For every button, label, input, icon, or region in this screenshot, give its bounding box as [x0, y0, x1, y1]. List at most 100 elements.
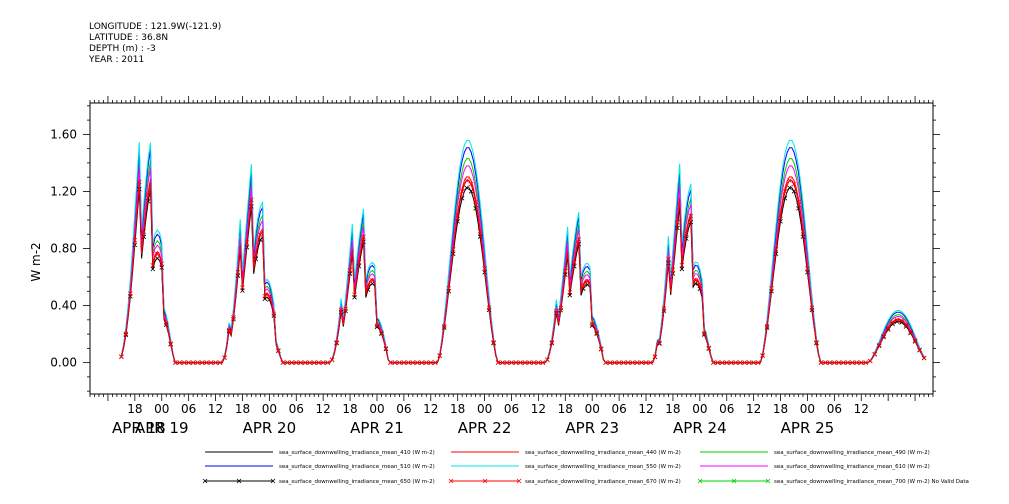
x-tick-label: 00: [585, 402, 600, 416]
x-day-label: APR 25: [781, 419, 835, 437]
series-marker-7: [338, 307, 344, 313]
series-marker-7: [567, 290, 573, 295]
series-marker-7: [536, 360, 541, 365]
series-marker-7: [791, 181, 797, 187]
series-marker-7: [733, 360, 738, 365]
series-marker-7: [576, 236, 582, 242]
x-tick-label: 06: [611, 402, 626, 416]
series-marker-7: [370, 278, 375, 283]
series-marker-7: [648, 360, 653, 365]
series-marker-7: [841, 360, 846, 365]
series-marker-7: [872, 351, 877, 357]
series-marker-7: [397, 360, 402, 365]
series-marker-7: [240, 285, 245, 290]
x-tick-label: 18: [665, 402, 680, 416]
series-marker-7: [361, 234, 366, 240]
series-marker-7: [625, 360, 631, 365]
legend-marker: [731, 478, 737, 484]
series-marker-7: [235, 269, 241, 275]
series-marker-7: [293, 360, 299, 365]
series-marker-7: [491, 340, 496, 345]
series-marker-7: [473, 199, 478, 205]
series-marker-7: [867, 358, 873, 364]
series-marker-7: [616, 360, 622, 365]
series-marker-7: [208, 360, 214, 365]
x-tick-label: 12: [854, 402, 869, 416]
x-tick-label: 06: [719, 402, 734, 416]
legend-label: sea_surface_downwelling_irradiance_mean_…: [525, 479, 681, 485]
series-marker-7: [253, 252, 259, 258]
series-marker-7: [468, 181, 474, 187]
series-line-4: [120, 139, 925, 364]
series-marker-7: [441, 323, 447, 329]
series-marker-7: [141, 229, 147, 234]
x-tick-label: 06: [504, 402, 519, 416]
series-marker-7: [751, 360, 756, 365]
series-marker-7: [199, 360, 205, 365]
series-marker-7: [702, 331, 707, 336]
legend-label: sea_surface_downwelling_irradiance_mean_…: [774, 479, 969, 485]
x-tick-label: 00: [692, 402, 707, 416]
series-marker-7: [607, 360, 613, 365]
series-marker-7: [657, 340, 662, 346]
x-tick-label: 12: [423, 402, 438, 416]
series-line-7: [120, 180, 925, 364]
series-marker-7: [172, 360, 178, 365]
series-marker-7: [522, 360, 528, 365]
series-marker-7: [374, 323, 380, 328]
series-marker-7: [679, 262, 685, 268]
series-marker-7: [271, 311, 277, 317]
series-marker-7: [168, 341, 173, 346]
depth-label: DEPTH (m) : -3: [89, 44, 156, 54]
series-marker-7: [329, 357, 335, 363]
x-tick-label: 18: [558, 402, 573, 416]
series-marker-6: [464, 185, 469, 191]
series-marker-7: [724, 360, 730, 365]
series-marker-7: [684, 231, 689, 236]
series-marker-7: [885, 325, 891, 331]
series-marker-6: [356, 263, 362, 269]
series-marker-7: [307, 360, 313, 365]
x-tick-label: 00: [800, 402, 815, 416]
series-marker-7: [406, 360, 411, 365]
year-label: YEAR : 2011: [89, 55, 145, 65]
series-marker-7: [226, 327, 232, 333]
series-marker-7: [527, 360, 532, 365]
series-marker-7: [267, 294, 272, 300]
series-line-5: [120, 165, 925, 364]
series-marker-7: [571, 260, 577, 265]
series-marker-7: [773, 247, 779, 252]
series-marker-6: [154, 255, 160, 261]
series-marker-7: [554, 308, 559, 314]
series-marker-7: [159, 261, 165, 266]
series-marker-6: [141, 234, 147, 240]
series-marker-7: [585, 279, 591, 284]
x-tick-label: 18: [450, 402, 465, 416]
x-day-label: APR 24: [673, 419, 727, 437]
series-marker-6: [787, 185, 792, 191]
series-marker-7: [634, 360, 640, 365]
series-marker-6: [253, 256, 259, 262]
series-marker-6: [657, 341, 662, 347]
series-marker-7: [823, 360, 828, 365]
series-marker-7: [204, 360, 209, 365]
series-marker-6: [675, 225, 680, 231]
x-tick-label: 06: [827, 402, 842, 416]
series-marker-7: [262, 293, 268, 299]
series-marker-7: [132, 237, 138, 243]
series-marker-7: [675, 220, 680, 225]
legend-label: sea_surface_downwelling_irradiance_mean_…: [525, 464, 681, 470]
series-marker-7: [670, 267, 676, 273]
series-marker-7: [258, 232, 263, 238]
series-marker-7: [231, 315, 236, 320]
x-tick-label: 12: [316, 402, 331, 416]
series-marker-7: [854, 360, 860, 365]
series-marker-7: [347, 267, 353, 273]
series-marker-6: [589, 323, 595, 329]
series-marker-7: [899, 318, 904, 324]
x-tick-label: 18: [235, 402, 250, 416]
x-tick-label: 12: [208, 402, 223, 416]
series-marker-6: [773, 251, 779, 257]
series-marker-7: [334, 340, 339, 345]
series-marker-6: [899, 320, 904, 325]
